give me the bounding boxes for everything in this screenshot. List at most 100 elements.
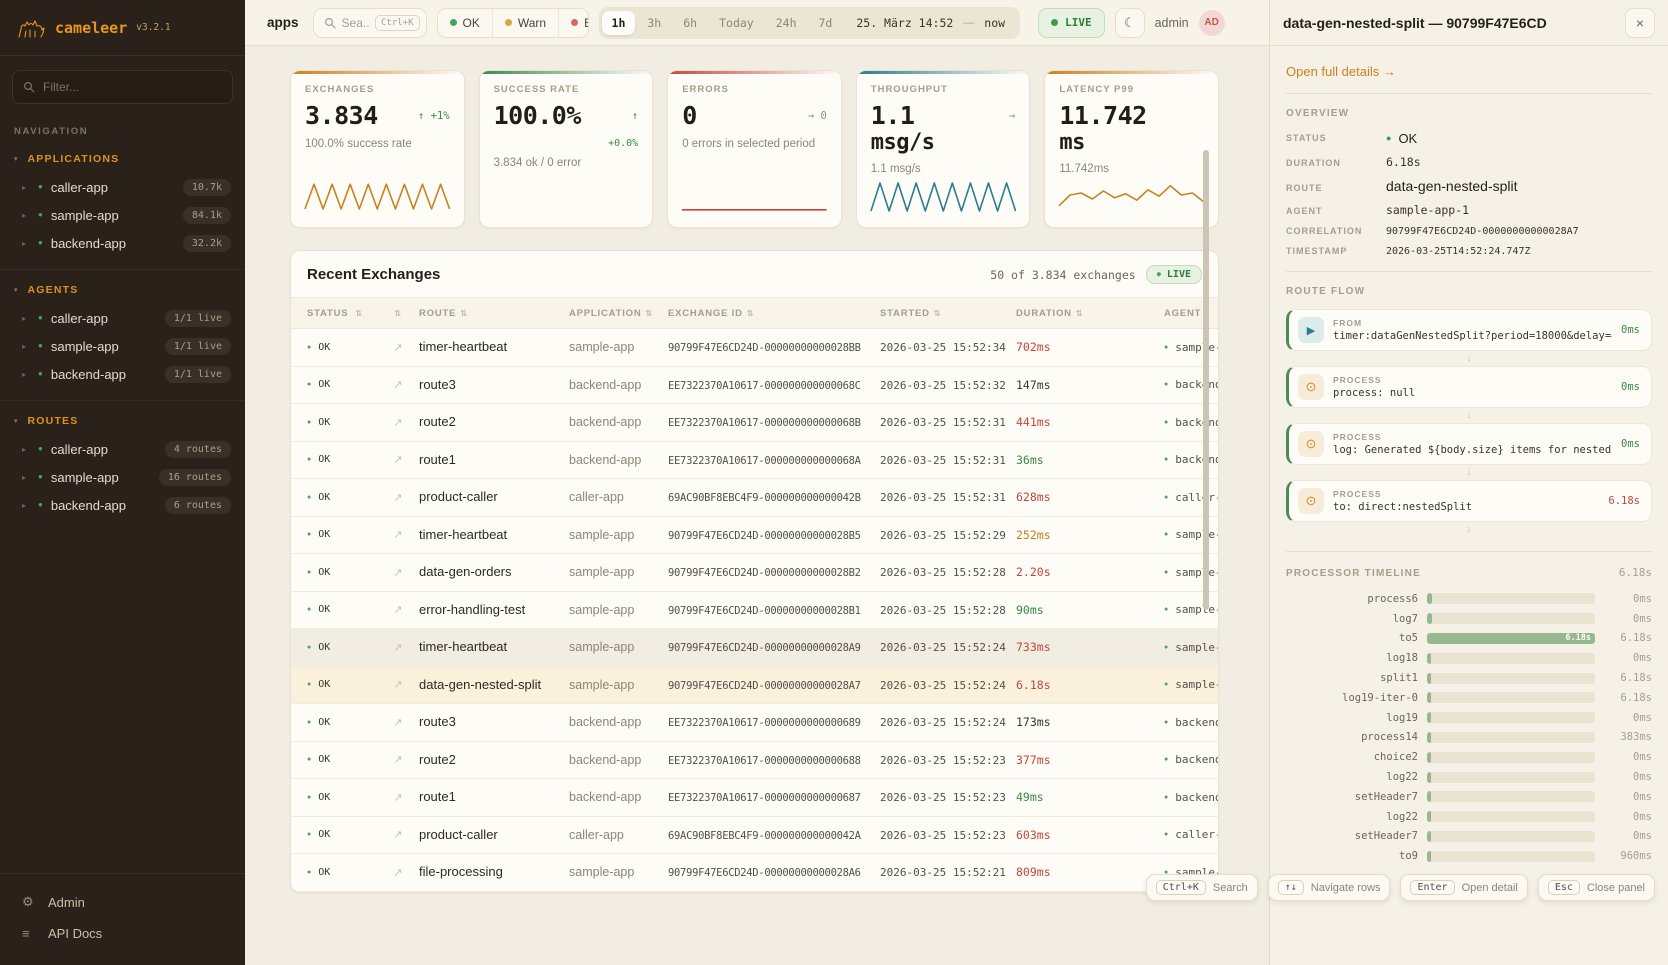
open-link-icon[interactable]: ↗ — [393, 416, 403, 429]
open-link-icon[interactable]: ↗ — [393, 341, 403, 354]
filter-input[interactable] — [43, 80, 222, 94]
sidebar-item[interactable]: ▸ ● backend-app 1/1 live — [0, 360, 245, 388]
table-row[interactable]: ● OK ↗ data-gen-nested-split sample-app … — [291, 666, 1218, 704]
timeline-row[interactable]: setHeader7 0ms — [1354, 830, 1652, 843]
table-row[interactable]: ● OK ↗ route3 backend-app EE7322370A1061… — [291, 367, 1218, 404]
table-row[interactable]: ● OK ↗ timer-heartbeat sample-app 90799F… — [291, 329, 1218, 367]
shortcut-pill: ↑↓ Navigate rows — [1267, 874, 1391, 901]
open-link-icon[interactable]: ↗ — [393, 529, 403, 542]
timeline-bar — [1427, 672, 1431, 684]
table-row[interactable]: ● OK ↗ route1 backend-app EE7322370A1061… — [291, 779, 1218, 817]
table-row[interactable]: ● OK ↗ file-processing sample-app 90799F… — [291, 854, 1218, 892]
open-link-icon[interactable]: ↗ — [393, 641, 403, 654]
main-scrollbar[interactable] — [1203, 150, 1209, 610]
open-link-icon[interactable]: ↗ — [393, 379, 403, 392]
open-full-details-link[interactable]: Open full details → — [1286, 64, 1396, 79]
sidebar-filter[interactable] — [12, 70, 233, 104]
date-from[interactable]: 25. März 14:52 — [856, 15, 954, 30]
sidebar-item[interactable]: ▸ ● sample-app 84.1k — [0, 201, 245, 229]
range-chip[interactable]: Today — [719, 15, 754, 30]
section-head-routes[interactable]: ▾ ROUTES — [14, 415, 79, 427]
status-filter[interactable]: OK — [438, 9, 492, 37]
range-chip[interactable]: 6h — [683, 15, 698, 30]
table-row[interactable]: ● OK ↗ data-gen-orders sample-app 90799F… — [291, 554, 1218, 592]
table-row[interactable]: ● OK ↗ timer-heartbeat sample-app 90799F… — [291, 517, 1218, 554]
status-filter[interactable]: E — [558, 8, 588, 37]
section-head-agents[interactable]: ▾ AGENTS — [14, 284, 79, 296]
open-link-icon[interactable]: ↗ — [393, 491, 403, 504]
timeline-row[interactable]: log22 0ms — [1386, 810, 1652, 823]
flow-step[interactable]: ⊙ PROCESS process: null 0ms — [1286, 366, 1652, 408]
open-link-icon[interactable]: ↗ — [393, 754, 403, 767]
timeline-row[interactable]: process6 0ms — [1367, 592, 1652, 605]
sidebar-item-api-docs[interactable]: ≡ API Docs — [22, 926, 103, 941]
table-row[interactable]: ● OK ↗ error-handling-test sample-app 90… — [291, 592, 1218, 629]
column-header-exchange-id[interactable]: EXCHANGE ID ⇅ — [668, 307, 755, 319]
range-chip[interactable]: 7d — [818, 15, 833, 30]
flow-step-wrap: ⊙ PROCESS log: Generated ${body.size} it… — [1286, 423, 1652, 480]
avatar[interactable]: AD — [1198, 9, 1225, 36]
table-row[interactable]: ● OK ↗ product-caller caller-app 69AC90B… — [291, 817, 1218, 854]
sidebar-item[interactable]: ▸ ● backend-app 32.2k — [0, 229, 245, 257]
dark-mode-toggle[interactable]: ☾ — [1114, 7, 1145, 38]
step-icon: ▶ — [1298, 317, 1324, 343]
sidebar-item-admin[interactable]: ⚙ Admin — [22, 894, 85, 910]
sidebar-item[interactable]: ▸ ● sample-app 16 routes — [0, 463, 245, 491]
column-header-link[interactable]: ⇅ — [377, 309, 419, 318]
live-toggle[interactable]: LIVE — [1038, 7, 1105, 38]
column-header-started[interactable]: STARTED ⇅ — [880, 307, 942, 319]
timeline-row[interactable]: log19 0ms — [1386, 711, 1652, 724]
status-filter[interactable]: Warn — [491, 8, 558, 37]
table-row[interactable]: ● OK ↗ product-caller caller-app 69AC90B… — [291, 479, 1218, 517]
arrow-down-icon: ↓ — [1466, 409, 1472, 421]
flow-step[interactable]: ▶ FROM timer:dataGenNestedSplit?period=1… — [1286, 309, 1652, 351]
timeline-row[interactable]: log18 0ms — [1386, 652, 1652, 665]
flow-step[interactable]: ⊙ PROCESS log: Generated ${body.size} it… — [1286, 423, 1652, 465]
table-row[interactable]: ● OK ↗ route1 backend-app EE7322370A1061… — [291, 442, 1218, 479]
table-row[interactable]: ● OK ↗ route2 backend-app EE7322370A1061… — [291, 404, 1218, 442]
timeline-row[interactable]: split1 6.18s — [1380, 672, 1652, 685]
time-range-group: 1h 3h 6h Today 24h 7d 25. März 14:52 — now — [598, 6, 1021, 39]
column-header-status[interactable]: STATUS ⇅ — [307, 307, 363, 319]
open-link-icon[interactable]: ↗ — [393, 829, 403, 842]
column-header-duration[interactable]: DURATION ⇅ — [1016, 307, 1084, 319]
open-link-icon[interactable]: ↗ — [393, 679, 403, 692]
open-link-icon[interactable]: ↗ — [393, 566, 403, 579]
sidebar-item[interactable]: ▸ ● caller-app 1/1 live — [0, 304, 245, 332]
flow-step[interactable]: ⊙ PROCESS to: direct:nestedSplit 6.18s — [1286, 480, 1652, 522]
open-link-icon[interactable]: ↗ — [393, 604, 403, 617]
range-chip[interactable]: 3h — [647, 15, 662, 30]
sidebar-item[interactable]: ▸ ● sample-app 1/1 live — [0, 332, 245, 360]
column-header-agent[interactable]: AGENT — [1164, 307, 1202, 319]
close-panel-button[interactable]: × — [1625, 7, 1655, 38]
table-row[interactable]: ● OK ↗ timer-heartbeat sample-app 90799F… — [291, 629, 1218, 667]
sort-icon: ⇅ — [355, 308, 363, 318]
open-link-icon[interactable]: ↗ — [393, 866, 403, 879]
timeline-row[interactable]: to9 960ms — [1399, 850, 1652, 863]
open-link-icon[interactable]: ↗ — [393, 716, 403, 729]
table-row[interactable]: ● OK ↗ route2 backend-app EE7322370A1061… — [291, 742, 1218, 779]
table-row[interactable]: ● OK ↗ route3 backend-app EE7322370A1061… — [291, 704, 1218, 742]
timeline-row[interactable]: setHeader7 0ms — [1354, 790, 1652, 803]
date-to[interactable]: now — [984, 15, 1006, 30]
timeline-row[interactable]: to5 6.18s 6.18s — [1399, 632, 1652, 645]
section-head-applications[interactable]: ▾ APPLICATIONS — [14, 153, 120, 165]
timeline-row[interactable]: choice2 0ms — [1373, 751, 1652, 764]
open-link-icon[interactable]: ↗ — [393, 791, 403, 804]
search-input[interactable]: Sea... Ctrl+K — [312, 7, 427, 38]
user-name: admin — [1154, 15, 1189, 30]
sidebar-item[interactable]: ▸ ● caller-app 4 routes — [0, 435, 245, 463]
open-link-icon[interactable]: ↗ — [393, 454, 403, 467]
sidebar-item[interactable]: ▸ ● backend-app 6 routes — [0, 491, 245, 519]
timeline-row[interactable]: process14 383ms — [1361, 731, 1652, 744]
column-header-application[interactable]: APPLICATION ⇅ — [569, 307, 653, 319]
timeline-row[interactable]: log22 0ms — [1386, 771, 1652, 784]
timeline-row[interactable]: log7 0ms — [1392, 612, 1652, 625]
timeline-row[interactable]: log19-iter-0 6.18s — [1342, 691, 1652, 704]
column-header-route[interactable]: ROUTE ⇅ — [419, 307, 468, 319]
sidebar-item[interactable]: ▸ ● caller-app 10.7k — [0, 173, 245, 201]
range-chip[interactable]: 24h — [775, 15, 797, 30]
panel-title: data-gen-nested-split — 90799F47E6CD — [1283, 14, 1547, 31]
range-chip[interactable]: 1h — [601, 10, 636, 35]
flow-step-wrap: ⊙ PROCESS to: direct:nestedSplit 6.18s ↓ — [1286, 480, 1652, 537]
